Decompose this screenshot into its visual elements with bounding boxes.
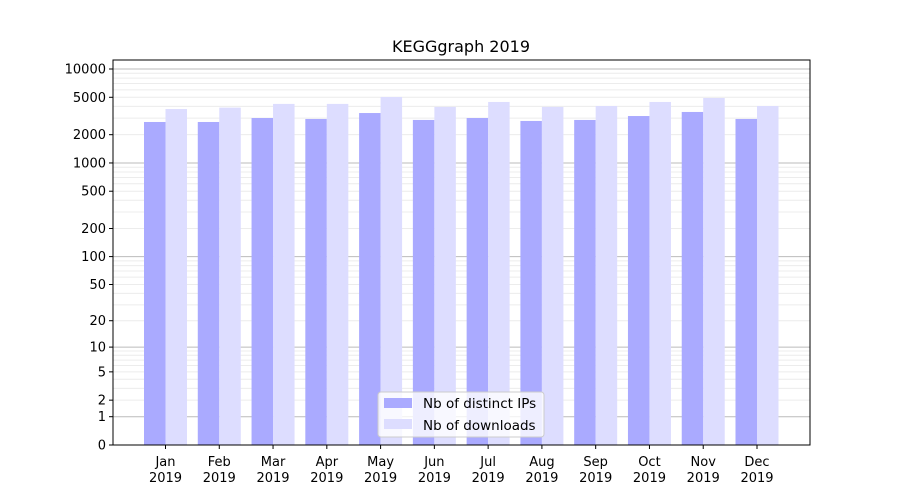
legend: Nb of distinct IPs Nb of downloads [377,391,545,438]
x-tick-label-month: Jul [479,455,496,470]
y-tick-label: 100 [81,250,106,265]
y-axis: 0 12 5 10 20 50 100 200 500 1000 2000 5000 10000 [65,63,113,454]
bar-downloads [434,106,456,445]
bar-downloads [380,96,403,445]
legend-label-downloads: Nb of downloads [423,418,536,434]
bar-downloads [757,105,779,446]
y-tick-label: 2000 [73,128,106,143]
legend-swatch-downloads [384,419,412,429]
x-tick-label-year: 2019 [256,471,289,486]
y-tick-label: 200 [81,222,106,237]
bar-downloads [703,97,725,446]
legend-box [377,391,545,438]
bar-distinct-ips [466,118,489,446]
x-tick-label-month: May [367,455,394,470]
bar-distinct-ips [197,121,220,446]
y-tick-label: 0 [98,439,106,454]
bar-downloads [595,105,618,446]
bar-distinct-ips [412,119,435,445]
bar-distinct-ips [627,116,650,445]
legend-label-ips: Nb of distinct IPs [423,396,536,412]
bar-downloads [649,101,671,445]
y-tick-label: 50 [89,278,106,293]
bar-downloads [541,106,564,445]
y-tick-label: 1000 [73,156,106,171]
x-tick-label-month: Jun [423,455,444,470]
bar-downloads [488,101,510,445]
bar-distinct-ips [144,121,166,446]
y-tick-label: 5000 [73,91,106,106]
x-tick-label-year: 2019 [310,471,343,486]
bar-distinct-ips [359,113,381,445]
chart-title: KEGGgraph 2019 [392,37,530,56]
y-tick-label: 1 [98,410,106,425]
x-tick-label-year: 2019 [203,471,236,486]
x-tick-label-year: 2019 [740,471,773,486]
x-tick-label-month: Nov [691,455,717,470]
x-tick-label-year: 2019 [472,471,505,486]
bar-downloads [273,103,295,445]
legend-swatch-ips [384,398,412,408]
x-tick-label-month: Oct [638,455,660,470]
bar-distinct-ips [574,119,596,445]
x-tick-label-year: 2019 [633,471,666,486]
y-tick-label: 10000 [65,63,106,78]
x-tick-label-year: 2019 [579,471,612,486]
x-tick-label-year: 2019 [525,471,558,486]
bar-downloads [326,103,349,445]
x-axis: Jan2019Feb2019Mar2019Apr2019May2019Jun20… [149,445,774,486]
x-tick-label-year: 2019 [149,471,182,486]
x-tick-label-month: Sep [583,455,608,470]
y-tick-label: 2 [98,394,106,409]
x-tick-label-month: Apr [316,455,339,470]
bar-downloads [219,107,241,446]
bar-distinct-ips [520,120,542,445]
bar-distinct-ips [305,118,327,446]
x-tick-label-month: Feb [208,455,231,470]
bar-distinct-ips [251,118,274,446]
y-tick-label: 5 [98,365,106,380]
x-tick-label-month: Dec [744,455,769,470]
y-tick-label: 20 [89,314,106,329]
bar-distinct-ips [681,111,704,445]
bar-distinct-ips [735,118,757,446]
y-tick-label: 10 [89,341,106,356]
y-tick-label: 500 [81,185,106,200]
x-tick-label-year: 2019 [418,471,451,486]
plot-frame [112,59,811,446]
bar-downloads [165,109,187,446]
bars [144,96,779,446]
x-tick-label-month: Aug [529,455,554,470]
x-tick-label-year: 2019 [687,471,720,486]
x-tick-label-month: Jan [154,455,175,470]
x-tick-label-year: 2019 [364,471,397,486]
x-tick-label-month: Mar [261,455,286,470]
